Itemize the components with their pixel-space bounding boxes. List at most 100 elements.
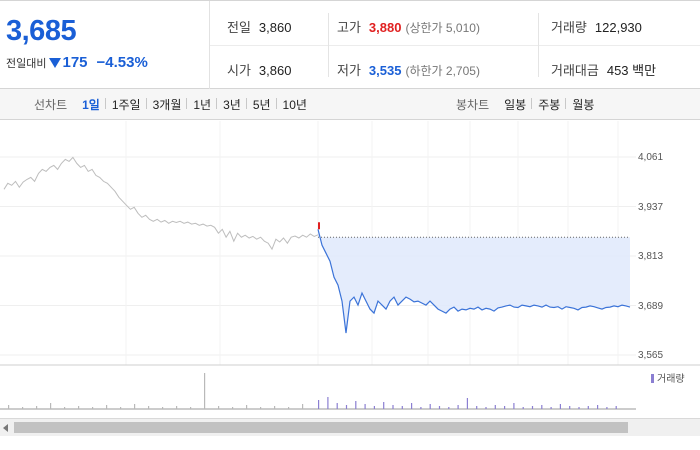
volume-bar: [429, 404, 431, 409]
volume-bar: [274, 406, 276, 409]
scroll-thumb[interactable]: [14, 422, 628, 433]
volume-bar: [232, 407, 234, 409]
stat-label: 저가: [337, 63, 361, 78]
stat-label: 시가: [227, 63, 251, 78]
stat-prev-close: 전일 3,860: [227, 17, 291, 36]
volume-bar: [36, 406, 38, 409]
line-chart-title: 선차트: [34, 97, 68, 112]
change-amount: 175: [62, 54, 88, 71]
stat-label: 전일: [227, 20, 251, 35]
volume-bar: [218, 406, 220, 409]
volume-bar: [288, 407, 290, 409]
volume-bar: [587, 406, 589, 409]
volume-bar: [457, 405, 459, 409]
volume-bar: [134, 404, 136, 409]
volume-bar: [22, 407, 24, 409]
volume-bar: [494, 405, 496, 409]
tab-1week[interactable]: 1주일: [104, 96, 147, 113]
scroll-left-arrow-icon[interactable]: [3, 424, 8, 432]
volume-bar: [336, 403, 338, 409]
volume-bar: [448, 407, 450, 409]
down-arrow-icon: [49, 58, 62, 68]
tab-3year[interactable]: 3년: [216, 96, 247, 113]
price-stats: 전일 3,860 시가 3,860 고가 3,880 (상한가 5,010) 저가 3,5…: [210, 1, 700, 89]
volume-bar: [120, 407, 122, 409]
change-label: 전일대비: [6, 58, 47, 70]
volume-bar: [92, 407, 94, 409]
volume-bar: [485, 407, 487, 409]
volume-bar: [606, 407, 608, 409]
stats-divider: [210, 45, 700, 46]
volume-bar: [531, 406, 534, 409]
volume-bar: [504, 406, 506, 409]
volume-bar: [148, 406, 150, 409]
volume-legend: 거래량: [651, 370, 685, 385]
volume-bar: [373, 406, 375, 409]
volume-bar: [559, 404, 561, 409]
volume-bar: [466, 398, 468, 409]
tab-5year[interactable]: 5년: [245, 96, 277, 113]
current-price-panel: 3,685 전일대비 175 −4.53%: [0, 1, 210, 89]
volume-bar: [401, 406, 403, 409]
tab-10year[interactable]: 10년: [275, 96, 313, 113]
volume-bar: [513, 403, 515, 409]
stat-open: 시가 3,860: [227, 60, 291, 79]
stat-volume: 거래량 122,930: [551, 17, 642, 36]
line-chart-tabs: 선차트 1일 1주일 3개월 1년 3년 5년 10년: [34, 89, 313, 119]
stat-high: 고가 3,880 (상한가 5,010): [337, 17, 480, 36]
tab-1year[interactable]: 1년: [186, 96, 217, 113]
tab-monthly-candle[interactable]: 월봉: [565, 96, 600, 113]
stat-value: 3,535: [368, 63, 402, 78]
candle-chart-tabs: 봉차트 일봉 주봉 월봉: [456, 89, 600, 119]
chart-scrollbar[interactable]: [0, 418, 700, 436]
volume-bar: [364, 404, 366, 409]
tab-daily-candle[interactable]: 일봉: [504, 97, 527, 112]
volume-swatch: [651, 374, 654, 383]
volume-bars: [8, 373, 617, 409]
volume-bar: [615, 406, 617, 409]
volume-bar: [476, 406, 478, 409]
y-tick-label: 4,061: [638, 152, 664, 163]
below-reference-fill: [318, 229, 630, 333]
volume-bar: [260, 407, 262, 409]
volume-bar: [569, 406, 571, 409]
tab-1day[interactable]: 1일: [82, 97, 100, 112]
y-tick-label: 3,937: [638, 202, 664, 213]
y-tick-label: 3,813: [638, 251, 664, 262]
previous-day-line: [3, 156, 319, 251]
volume-bar: [302, 404, 304, 409]
volume-bar: [50, 403, 52, 409]
tab-3month[interactable]: 3개월: [145, 96, 188, 113]
volume-bar: [246, 405, 248, 409]
volume-bar: [190, 407, 192, 409]
stat-label: 거래대금: [551, 63, 599, 78]
stat-low: 저가 3,535 (하한가 2,705): [337, 60, 480, 79]
quote-summary: 3,685 전일대비 175 −4.53% 전일 3,860 시가 3,860 고가 3,…: [0, 0, 700, 89]
current-price: 3,685: [6, 15, 77, 47]
volume-bar: [411, 403, 413, 409]
volume-bar: [550, 407, 552, 409]
stat-value: 3,860: [258, 63, 292, 78]
volume-bar: [355, 401, 357, 409]
volume-bar: [327, 397, 329, 409]
volume-bar: [64, 407, 66, 409]
stats-divider: [538, 13, 539, 77]
upper-limit: (상한가 5,010): [405, 21, 480, 35]
stat-value: 122,930: [594, 20, 642, 35]
volume-bar: [578, 407, 580, 409]
volume-bar: [541, 405, 543, 409]
today-price-line: [317, 229, 631, 334]
volume-bar: [106, 405, 108, 409]
chart-tab-bar: 선차트 1일 1주일 3개월 1년 3년 5년 10년 봉차트 일봉 주봉 월봉: [0, 89, 700, 120]
volume-bar: [438, 406, 441, 409]
candle-chart-title: 봉차트: [456, 97, 490, 112]
stats-divider: [328, 13, 329, 77]
volume-bar: [176, 406, 178, 409]
tab-weekly-candle[interactable]: 주봉: [531, 96, 566, 113]
volume-bar: [392, 405, 394, 409]
volume-bar: [318, 400, 320, 409]
y-tick-label: 3,689: [638, 301, 664, 312]
volume-bar: [78, 406, 80, 409]
volume-bar: [8, 405, 10, 409]
lower-limit: (하한가 2,705): [405, 64, 480, 78]
